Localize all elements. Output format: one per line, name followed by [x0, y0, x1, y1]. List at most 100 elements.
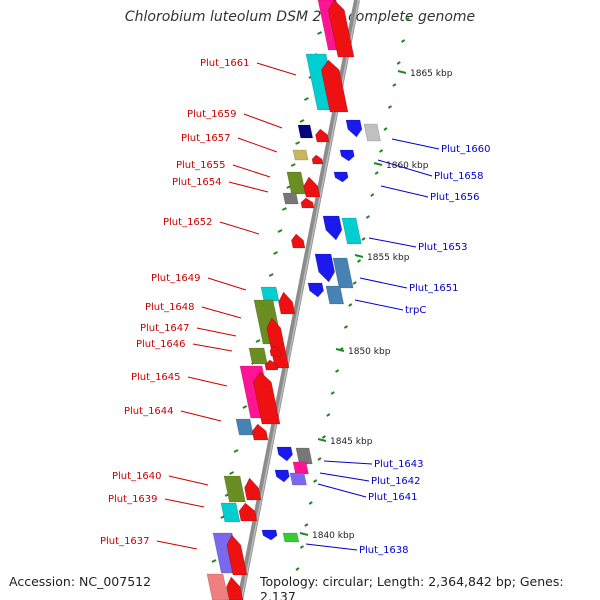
leader-line	[377, 159, 433, 177]
cds-arrow-forward	[278, 291, 296, 315]
tick-inner	[268, 273, 274, 277]
leader-line	[317, 483, 367, 498]
cds-arrow-reverse	[314, 253, 336, 283]
tick-outer	[357, 259, 362, 263]
cds-arrow-forward	[269, 345, 282, 357]
feature-box-reverse	[292, 461, 309, 475]
gene-label-Plut_1639: Plut_1639	[108, 494, 158, 505]
tick-inner	[290, 163, 296, 167]
feature-box-reverse	[289, 472, 307, 486]
scale-tick	[299, 532, 309, 536]
feature-box-reverse	[325, 285, 345, 305]
leader-line	[192, 343, 233, 352]
leader-line	[207, 277, 247, 291]
feature-box-reverse	[332, 257, 354, 289]
feature-box	[206, 573, 229, 600]
scale-tick	[335, 348, 345, 352]
cds-arrow-forward	[226, 534, 248, 576]
gene-label-Plut_1656: Plut_1656	[430, 192, 480, 203]
cds-arrow-reverse	[307, 282, 324, 298]
leader-line	[323, 460, 373, 465]
tick-outer	[352, 281, 357, 285]
feature-box-reverse	[282, 532, 300, 543]
cds-arrow-forward	[266, 317, 290, 369]
tick-inner	[211, 559, 217, 563]
leader-line	[319, 472, 370, 482]
gene-label-trpC: trpC	[405, 305, 426, 316]
leader-line	[237, 137, 278, 153]
feature-box	[282, 192, 299, 205]
tick-outer	[383, 127, 388, 131]
leader-line	[256, 62, 297, 76]
gene-label-Plut_1653: Plut_1653	[418, 242, 468, 253]
feature-box	[223, 475, 246, 503]
tick-outer	[326, 413, 331, 417]
accession-text: Accession: NC_007512	[9, 574, 152, 589]
feature-box	[297, 124, 314, 139]
gene-label-Plut_1641: Plut_1641	[368, 492, 418, 503]
gene-label-Plut_1658: Plut_1658	[434, 171, 484, 182]
gene-label-Plut_1648: Plut_1648	[145, 302, 195, 313]
cds-arrow-forward	[303, 176, 321, 198]
scale-tick	[317, 438, 327, 442]
leader-line	[219, 221, 260, 235]
cds-arrow-forward	[315, 128, 330, 143]
tick-outer	[295, 567, 300, 571]
tick-outer	[365, 215, 370, 219]
feature-box-reverse	[295, 447, 313, 465]
tick-outer	[396, 61, 401, 65]
gene-label-Plut_1651: Plut_1651	[409, 283, 459, 294]
cds-arrow-forward	[300, 197, 315, 209]
gene-label-Plut_1660: Plut_1660	[441, 144, 491, 155]
leader-line	[232, 164, 271, 178]
leader-line	[196, 327, 237, 337]
leader-line	[164, 498, 205, 508]
tick-inner	[299, 119, 305, 123]
map-title: Chlorobium luteolum DSM 273, complete ge…	[124, 9, 476, 25]
scale-label: 1845 kbp	[330, 437, 373, 447]
tick-outer	[317, 457, 322, 461]
leader-line	[156, 540, 198, 550]
tick-inner	[255, 339, 261, 343]
feature-box	[292, 149, 309, 161]
tick-inner	[317, 31, 323, 35]
tick-outer	[321, 435, 326, 439]
leader-line	[359, 277, 408, 289]
scale-tick	[373, 162, 383, 166]
leader-line	[180, 410, 222, 422]
tick-outer	[392, 83, 397, 87]
feature-box	[260, 286, 280, 302]
scale-label: 1865 kbp	[410, 69, 453, 79]
tick-outer	[387, 105, 392, 109]
tick-inner	[303, 97, 309, 101]
gene-label-Plut_1647: Plut_1647	[140, 323, 190, 334]
tick-outer	[304, 523, 309, 527]
gene-label-Plut_1654: Plut_1654	[172, 177, 222, 188]
gene-label-Plut_1637: Plut_1637	[100, 536, 150, 547]
scale-tick	[354, 254, 364, 258]
feature-box	[286, 171, 306, 195]
leader-line	[187, 376, 228, 387]
cds-arrow-forward	[225, 576, 244, 600]
gene-label-Plut_1638: Plut_1638	[359, 545, 409, 556]
gene-label-Plut_1645: Plut_1645	[131, 372, 181, 383]
leader-line	[354, 299, 404, 311]
tick-inner	[295, 141, 301, 145]
tick-outer	[299, 545, 304, 549]
tick-outer	[405, 17, 410, 21]
tick-inner	[273, 251, 279, 255]
cds-arrow-forward	[327, 0, 355, 58]
leader-line	[228, 181, 269, 193]
gene-label-Plut_1644: Plut_1644	[124, 406, 174, 417]
cds-arrow-reverse	[276, 446, 293, 462]
leader-line	[243, 113, 283, 129]
cds-arrow-reverse	[339, 149, 355, 162]
gene-label-Plut_1643: Plut_1643	[374, 459, 424, 470]
cds-arrow-forward	[291, 233, 306, 249]
tick-outer	[330, 391, 335, 395]
scale-label: 1860 kbp	[386, 161, 429, 171]
cds-arrow-reverse	[274, 469, 290, 483]
cds-arrow-forward	[252, 371, 281, 425]
gene-label-Plut_1661: Plut_1661	[200, 58, 250, 69]
